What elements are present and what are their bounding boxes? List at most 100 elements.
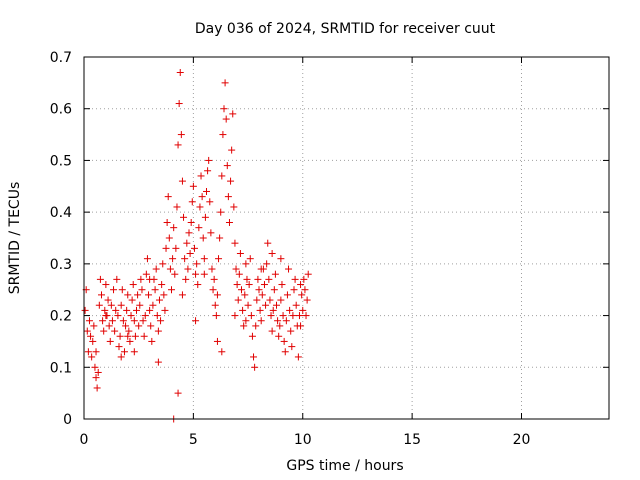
data-point [253,296,261,304]
data-point [84,348,92,356]
data-point [213,337,221,345]
data-point [118,286,126,294]
data-point [152,265,160,273]
data-point [130,317,138,325]
data-point [113,275,121,283]
data-point [290,286,298,294]
data-point [282,317,290,325]
data-point [199,234,207,242]
data-point [294,353,302,361]
data-point [120,348,128,356]
data-point [265,275,273,283]
data-point [276,322,284,330]
data-point [243,275,251,283]
y-tick-label: 0.5 [50,153,72,169]
y-tick-label: 0 [63,412,72,428]
data-point [273,301,280,309]
data-point [153,312,161,320]
x-tick-label: 15 [403,432,421,448]
data-point [160,291,168,299]
data-point [298,291,306,299]
data-point [291,275,299,283]
data-point [148,337,156,345]
data-point [301,286,309,294]
data-point [96,275,104,283]
data-point [192,317,200,325]
data-point [268,250,276,258]
y-tick-label: 0.2 [50,309,72,325]
data-point [127,312,135,320]
data-point [240,322,248,330]
data-point [271,270,279,278]
data-point [196,203,204,211]
data-point [208,265,216,273]
data-point [233,281,241,289]
data-point [248,332,256,340]
data-point [187,218,195,226]
data-point [173,203,181,211]
data-point [169,255,177,263]
data-point [201,213,209,221]
data-point [279,312,287,320]
data-point [104,296,112,304]
data-point [157,317,165,325]
data-point [227,177,235,185]
data-point [242,260,250,268]
data-point [186,250,194,258]
data-point [220,105,228,113]
data-point [252,322,260,330]
data-point [111,327,119,335]
data-point [289,312,297,320]
data-point [278,281,286,289]
data-point [145,291,153,299]
data-point [255,286,263,294]
data-point [192,270,200,278]
y-tick-label: 0.3 [50,257,72,273]
data-point [277,296,285,304]
data-point [218,348,226,356]
data-point [158,281,166,289]
data-point [130,348,138,356]
data-point [205,156,213,164]
data-point [87,332,95,340]
data-point [217,208,225,216]
data-point [182,275,190,283]
data-point [106,337,114,345]
data-point [269,306,277,314]
y-axis-label: SRMTID / TECUs [7,182,23,295]
data-point [231,312,239,320]
plot-frame [83,56,610,420]
y-tick-label: 0.7 [50,50,72,66]
data-point [90,322,98,330]
data-point [123,306,131,314]
data-point [114,312,122,320]
data-point [224,193,232,201]
y-tick-label: 0.4 [50,205,72,221]
data-point [213,291,221,299]
data-point [116,332,124,340]
data-point [257,265,265,273]
y-tick-label: 0.1 [50,360,72,376]
data-point [131,332,139,340]
data-point [263,260,271,268]
data-point [222,115,230,123]
data-point [93,384,101,392]
data-point [81,306,89,314]
data-point [295,312,303,320]
data-point [274,317,282,325]
data-point [195,224,203,232]
data-point [162,244,170,252]
data-point [260,281,268,289]
data-point [92,348,100,356]
data-point [258,291,266,299]
data-point [178,291,186,299]
data-point [287,327,295,335]
data-point [275,332,283,340]
data-point [223,162,231,170]
data-point [239,306,247,314]
data-point [303,296,311,304]
data-point [135,322,143,330]
data-point [238,286,245,294]
data-point [115,343,123,351]
